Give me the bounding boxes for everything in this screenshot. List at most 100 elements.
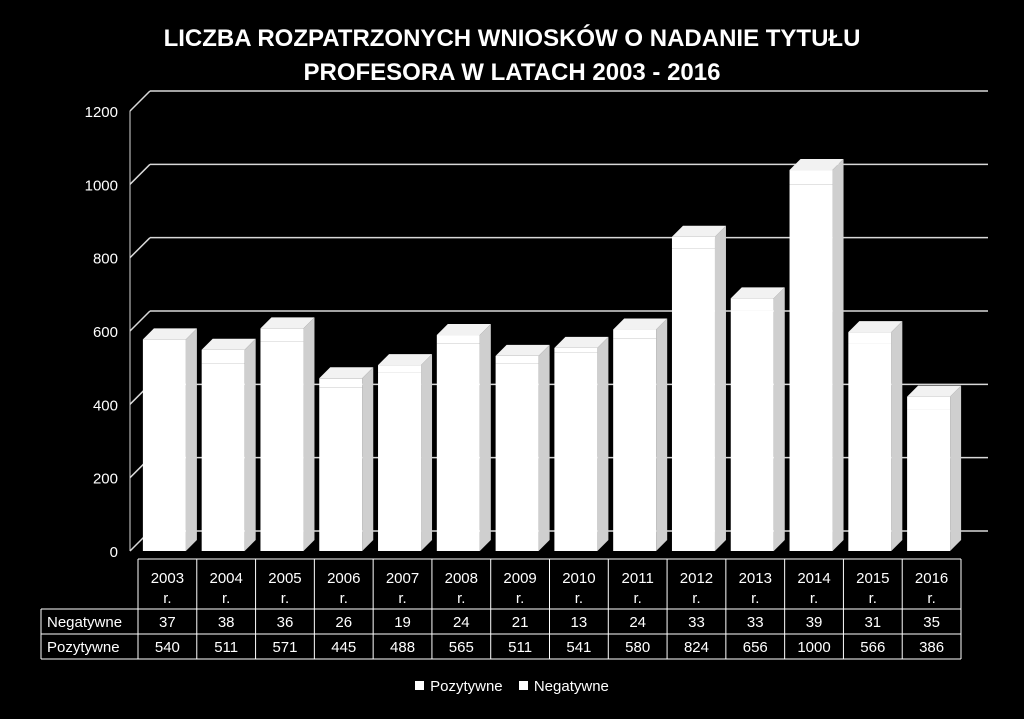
x-tick-label: r. (163, 590, 171, 607)
bar-top-7 (554, 336, 609, 348)
x-tick-label: 2010 (562, 570, 595, 587)
x-tick-label: 2003 (151, 570, 184, 587)
bar-top-3 (319, 367, 374, 379)
bar-pozytywne-7 (554, 352, 598, 551)
data-label-negatywne: 13 (571, 614, 588, 631)
x-tick-label: r. (751, 590, 759, 607)
x-tick-label: r. (340, 590, 348, 607)
bar-negatywne-10 (730, 298, 774, 311)
bar-top-5 (436, 324, 491, 336)
legend-swatch-positive (415, 681, 425, 690)
bar-pozytywne-4 (378, 372, 422, 551)
bar-negatywne-13 (907, 396, 951, 410)
data-label-negatywne: 33 (688, 614, 705, 631)
bar-negatywne-11 (789, 170, 833, 185)
bar-negatywne-4 (378, 365, 422, 373)
data-label-pozytywne: 540 (155, 639, 180, 656)
data-label-pozytywne: 488 (390, 639, 415, 656)
data-label-pozytywne: 386 (919, 639, 944, 656)
y-tick-label: 0 (110, 544, 118, 561)
x-tick-label: 2015 (856, 570, 889, 587)
data-label-negatywne: 39 (806, 614, 823, 631)
x-tick-label: 2005 (268, 570, 301, 587)
bar-pozytywne-13 (907, 409, 951, 551)
bar-negatywne-12 (848, 332, 892, 344)
bar-negatywne-0 (142, 339, 186, 353)
bar-top-12 (848, 321, 903, 333)
bar-negatywne-6 (495, 355, 539, 364)
x-tick-label: r. (634, 590, 642, 607)
data-label-negatywne: 26 (335, 614, 352, 631)
bar-pozytywne-10 (730, 310, 774, 551)
x-tick-label: r. (810, 590, 818, 607)
bar-top-10 (730, 287, 785, 299)
x-tick-label: r. (398, 590, 406, 607)
bar-side-1 (244, 338, 256, 551)
x-tick-label: 2012 (680, 570, 713, 587)
legend-label-negative: Negatywne (533, 678, 609, 695)
data-label-pozytywne: 571 (272, 639, 297, 656)
bar-top-8 (613, 318, 668, 330)
grid-depth-line-800 (129, 237, 151, 259)
chart-title-line1: LICZBA ROZPATRZONYCH WNIOSKÓW O NADANIE … (163, 25, 861, 52)
bar-pozytywne-0 (142, 353, 186, 551)
data-label-negatywne: 37 (159, 614, 176, 631)
table-row-header: Negatywne (47, 614, 122, 631)
bar-top-1 (201, 338, 256, 350)
bar-top-4 (378, 354, 433, 366)
data-label-negatywne: 31 (864, 614, 881, 631)
x-tick-label: r. (575, 590, 583, 607)
data-label-pozytywne: 541 (566, 639, 591, 656)
data-label-pozytywne: 511 (508, 639, 532, 656)
table-row-header: Pozytywne (47, 639, 120, 656)
x-tick-label: 2006 (327, 570, 360, 587)
bar-pozytywne-1 (201, 363, 245, 551)
bar-pozytywne-2 (260, 341, 304, 551)
data-label-pozytywne: 656 (743, 639, 768, 656)
chart-title: LICZBA ROZPATRZONYCH WNIOSKÓW O NADANIE … (0, 22, 1024, 90)
y-tick-label: 1200 (85, 104, 118, 121)
grid-depth-line-600 (129, 310, 151, 332)
data-label-pozytywne: 566 (860, 639, 885, 656)
bar-side-8 (656, 318, 668, 551)
data-label-pozytywne: 565 (449, 639, 474, 656)
data-label-pozytywne: 580 (625, 639, 650, 656)
bar-negatywne-5 (436, 335, 480, 344)
chart-title-line2: PROFESORA W LATACH 2003 - 2016 (303, 59, 721, 86)
bar-pozytywne-5 (436, 343, 480, 551)
bar-side-4 (421, 354, 433, 551)
bar-negatywne-8 (613, 329, 657, 339)
bar-pozytywne-9 (671, 248, 715, 551)
x-tick-label: 2008 (445, 570, 478, 587)
data-label-negatywne: 38 (218, 614, 235, 631)
bar-top-2 (260, 317, 315, 329)
bar-top-9 (671, 225, 726, 237)
x-tick-label: r. (692, 590, 700, 607)
bar-top-13 (907, 385, 962, 397)
bar-pozytywne-6 (495, 363, 539, 551)
bar-negatywne-1 (201, 349, 245, 364)
bar-side-6 (538, 344, 550, 551)
x-tick-label: r. (281, 590, 289, 607)
x-tick-label: r. (927, 590, 935, 607)
data-label-negatywne: 33 (747, 614, 764, 631)
bar-top-6 (495, 344, 550, 356)
bar-pozytywne-3 (319, 387, 363, 551)
y-tick-label: 1000 (85, 177, 118, 194)
bar-pozytywne-12 (848, 343, 892, 551)
bar-side-12 (891, 321, 903, 551)
data-label-negatywne: 35 (923, 614, 940, 631)
bar-side-0 (185, 328, 197, 551)
bar-side-13 (950, 385, 962, 551)
grid-depth-line-1000 (129, 163, 151, 185)
bar-side-2 (303, 317, 315, 551)
x-tick-label: r. (516, 590, 524, 607)
legend-item-positive: Pozytywne (415, 678, 503, 695)
bar-negatywne-7 (554, 347, 598, 353)
x-tick-label: 2013 (739, 570, 772, 587)
data-label-pozytywne: 445 (331, 639, 356, 656)
data-label-negatywne: 24 (629, 614, 646, 631)
bar-top-0 (142, 328, 197, 340)
x-tick-label: 2007 (386, 570, 419, 587)
